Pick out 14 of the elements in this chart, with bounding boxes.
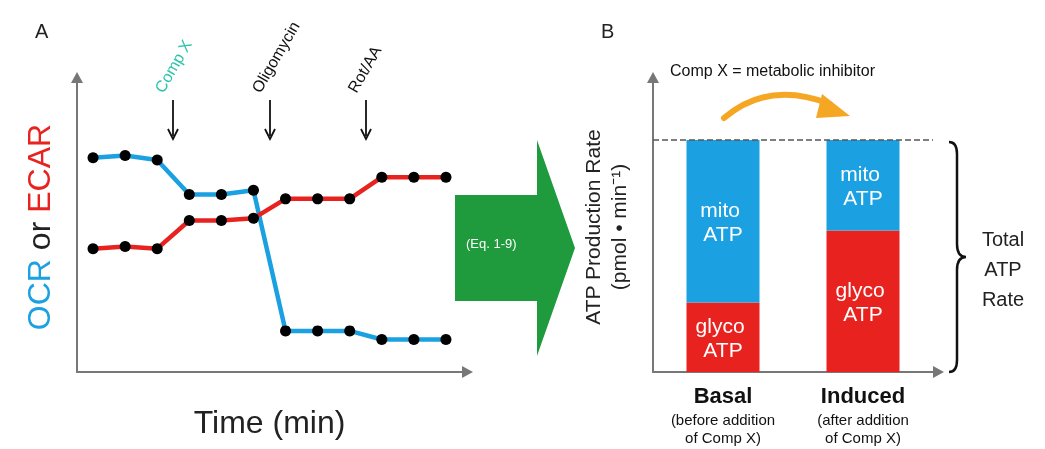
text: Total ATP Rate bbox=[980, 227, 1026, 312]
chart-title: A bbox=[35, 20, 49, 42]
y-axis-title: ATP Production Rate (pmol • min⁻¹) bbox=[580, 129, 630, 325]
text: mito ATP bbox=[840, 161, 883, 209]
text: Comp X = metabolic inhibitor bbox=[670, 62, 875, 80]
x-axis-title: Time (min) bbox=[193, 404, 346, 440]
text: glyco ATP bbox=[835, 277, 885, 325]
chart-title: B bbox=[601, 20, 615, 42]
x-tick-label: Induced (after addition of Comp X) bbox=[817, 382, 909, 446]
x-tick-label: Basal (before addition of Comp X) bbox=[670, 382, 776, 446]
text: (Eq. 1-9) bbox=[466, 236, 517, 251]
series-label: glyco ATP bbox=[695, 313, 751, 361]
y-axis-title: OCR or ECAR bbox=[21, 123, 57, 331]
series-label: mito ATP bbox=[700, 197, 746, 245]
